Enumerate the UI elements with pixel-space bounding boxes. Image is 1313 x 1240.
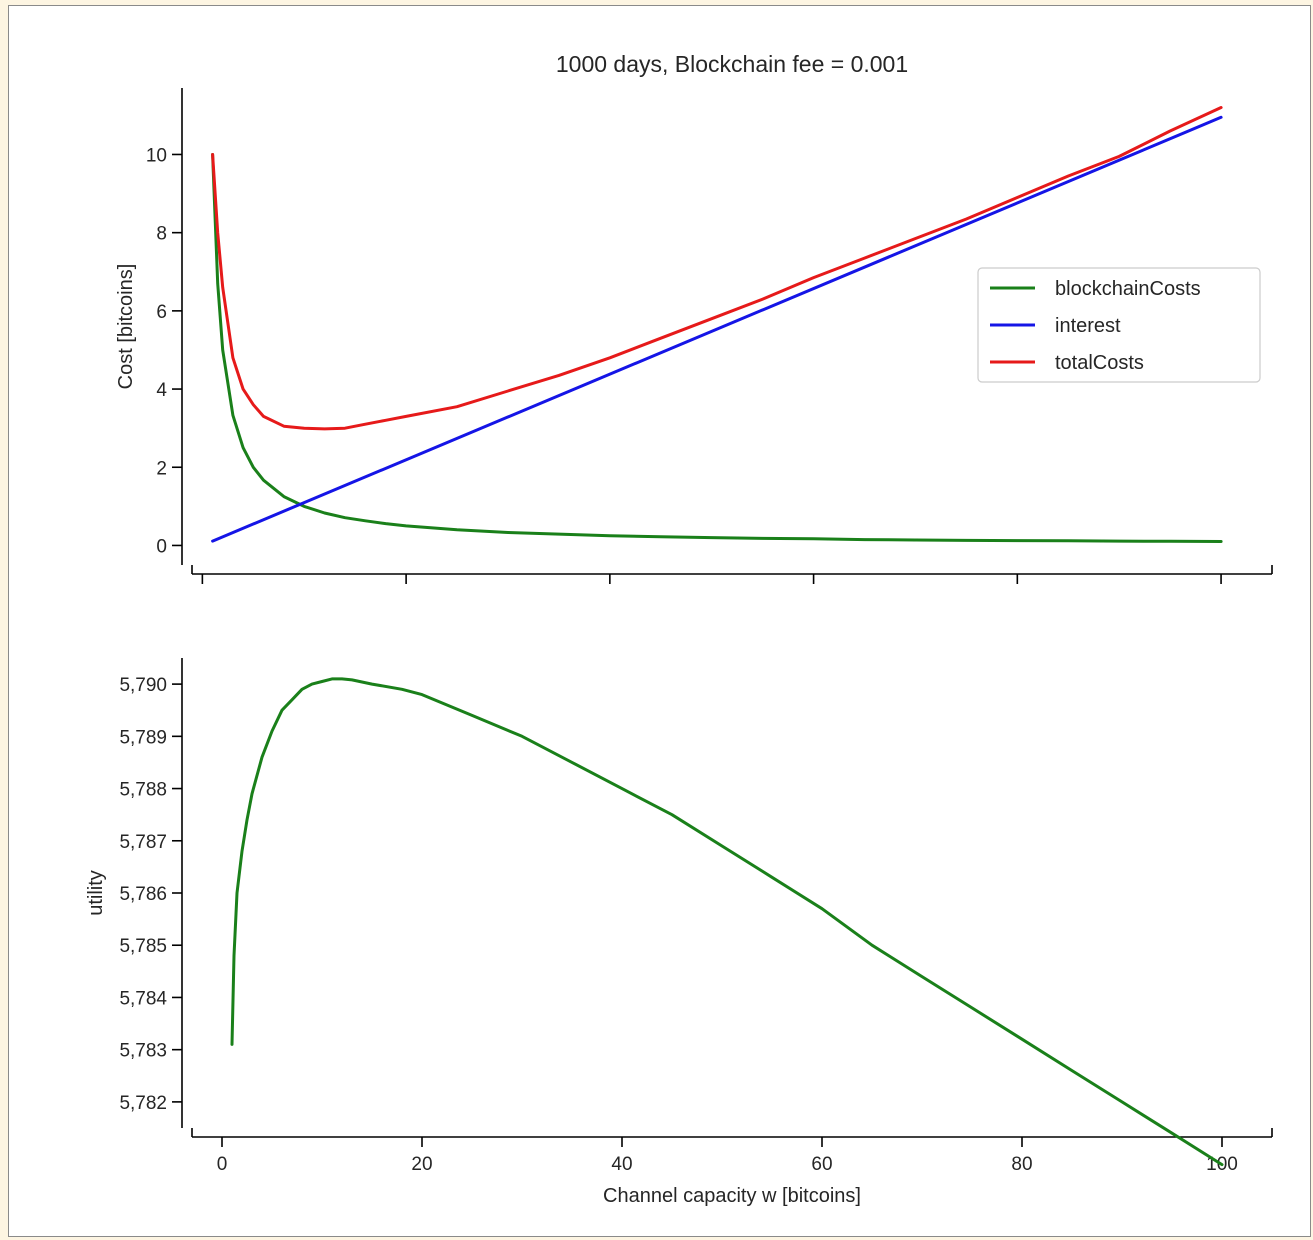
x-tick-label: 40 bbox=[611, 1154, 632, 1175]
series-line-blockchainCosts bbox=[211, 153, 1223, 543]
series-line-utility bbox=[230, 677, 1224, 1167]
y-tick-label: 10 bbox=[146, 145, 167, 166]
y-tick-label: 8 bbox=[156, 224, 167, 245]
y-tick-label: 5,783 bbox=[119, 1041, 167, 1062]
y-tick-label: 5,782 bbox=[119, 1093, 167, 1114]
y-tick-label: 5,787 bbox=[119, 832, 167, 853]
cost-series bbox=[211, 106, 1223, 543]
y-tick-label: 5,786 bbox=[119, 884, 167, 905]
y-tick-label: 5,790 bbox=[119, 675, 167, 696]
x-tick-label: 0 bbox=[217, 1154, 228, 1175]
utility-series bbox=[230, 677, 1224, 1167]
x-tick-label: 20 bbox=[411, 1154, 432, 1175]
utility-chart: utility Channel capacity w [bitcoins] 5,… bbox=[85, 658, 1273, 1207]
x-tick-label: 60 bbox=[811, 1154, 832, 1175]
cost-chart: 1000 days, Blockchain fee = 0.001 Cost [… bbox=[115, 51, 1273, 584]
legend-label: totalCosts bbox=[1055, 352, 1144, 374]
series-line-interest bbox=[211, 115, 1223, 543]
legend-box bbox=[977, 267, 1261, 383]
series-line-totalCosts bbox=[211, 106, 1223, 431]
y-tick-label: 0 bbox=[156, 536, 167, 557]
y-axis-title: utility bbox=[85, 870, 107, 916]
y-tick-label: 5,784 bbox=[119, 988, 167, 1009]
legend-label: interest bbox=[1055, 315, 1121, 337]
x-axis-title: Channel capacity w [bitcoins] bbox=[603, 1185, 861, 1207]
y-tick-label: 4 bbox=[156, 380, 167, 401]
figure-frame bbox=[8, 5, 1311, 1237]
legend-label: blockchainCosts bbox=[1055, 278, 1201, 300]
y-tick-label: 5,785 bbox=[119, 936, 167, 957]
legend: blockchainCosts interest totalCosts bbox=[977, 267, 1261, 383]
chart-title: 1000 days, Blockchain fee = 0.001 bbox=[556, 51, 908, 77]
y-axis-title: Cost [bitcoins] bbox=[115, 264, 137, 390]
utility-axes: 5,782 5,783 5,784 5,785 5,786 5,787 5,788 5,789… bbox=[119, 658, 1273, 1175]
y-tick-label: 6 bbox=[156, 302, 167, 323]
x-tick-label: 80 bbox=[1011, 1154, 1032, 1175]
y-tick-label: 5,789 bbox=[119, 727, 167, 748]
cost-axes: 0 2 4 6 8 10 bbox=[146, 88, 1273, 584]
y-tick-label: 5,788 bbox=[119, 780, 167, 801]
y-tick-label: 2 bbox=[156, 458, 167, 479]
